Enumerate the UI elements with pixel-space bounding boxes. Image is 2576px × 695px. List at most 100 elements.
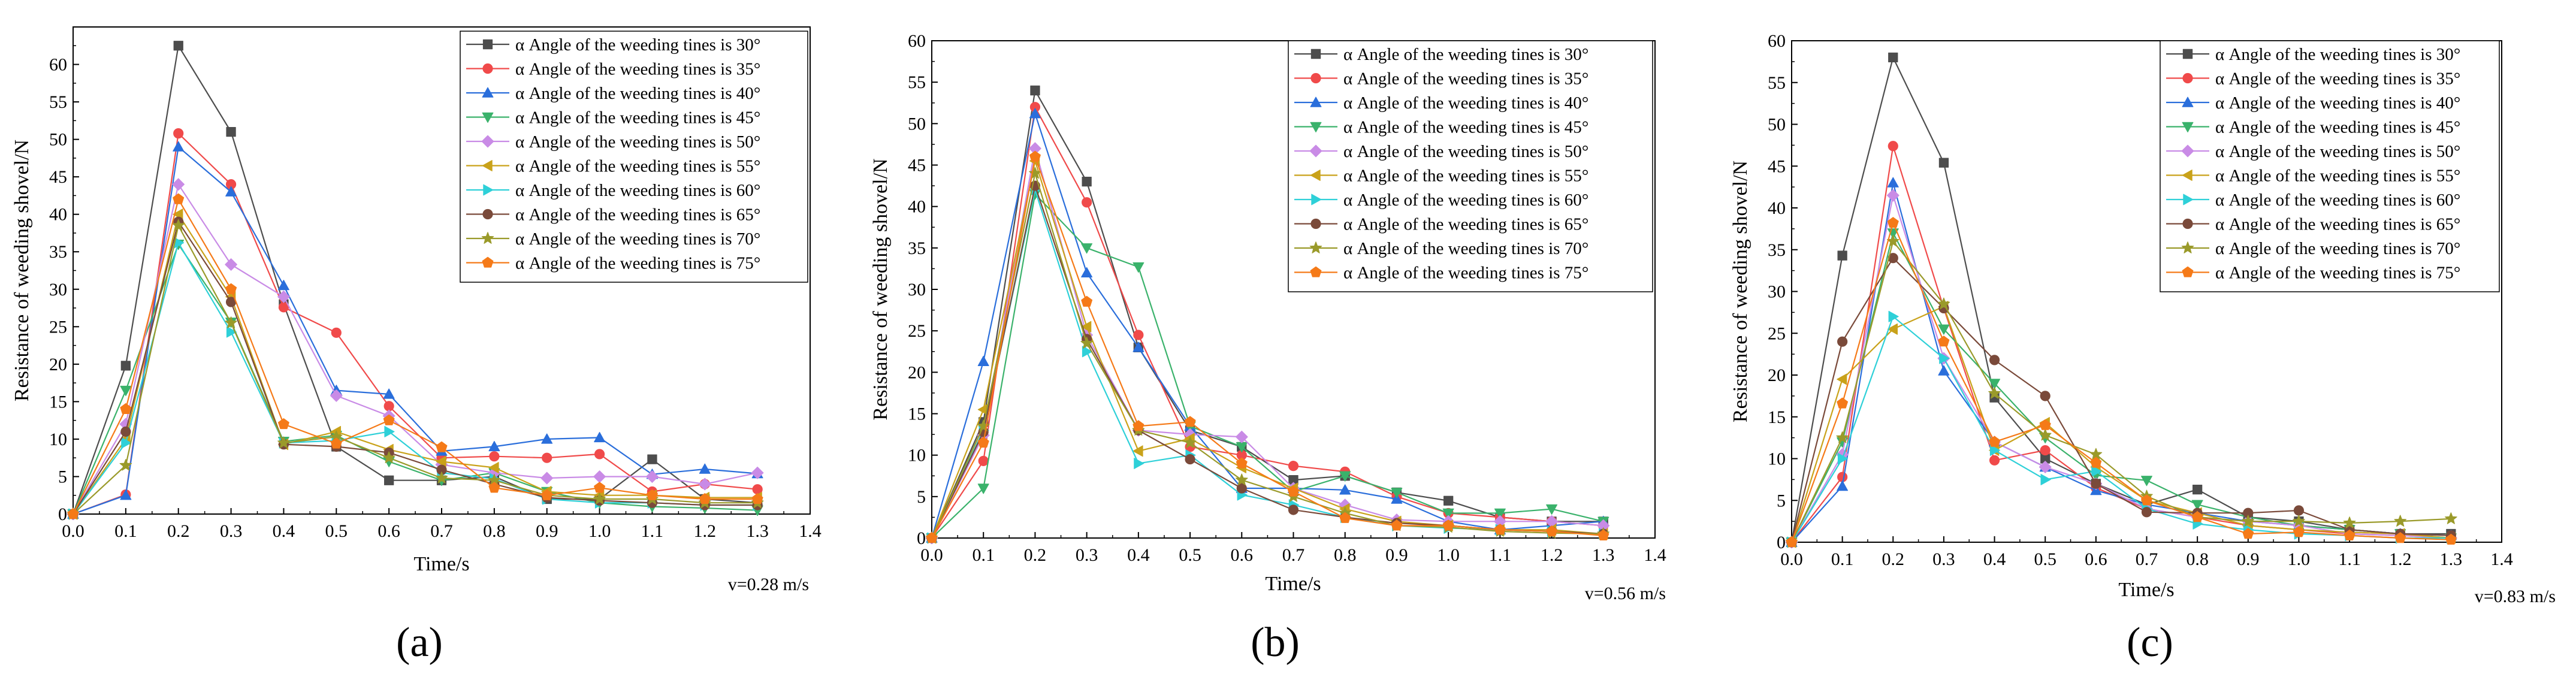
series-line (72, 45, 758, 515)
speed-note: v=0.56 m/s (1585, 584, 1666, 603)
data-point (1937, 297, 1950, 310)
data-point (1288, 461, 1299, 472)
data-point (1786, 536, 1798, 548)
x-tick-label: 0.2 (1882, 549, 1905, 569)
y-tick-label: 25 (1768, 324, 1786, 343)
data-point (1442, 519, 1454, 531)
data-point (1183, 436, 1197, 448)
data-point (2193, 485, 2203, 495)
x-tick-label: 0.2 (1024, 545, 1047, 565)
data-point (1494, 508, 1506, 519)
legend-marker (482, 112, 494, 123)
x-tick-label: 1.2 (2389, 549, 2412, 569)
data-point (2242, 515, 2255, 527)
data-point (2394, 515, 2407, 527)
data-point (1133, 330, 1144, 340)
data-point (2039, 428, 2052, 441)
legend-marker (1310, 122, 1322, 132)
x-tick-label: 0.6 (378, 521, 400, 541)
x-tick-label: 1.1 (641, 521, 664, 541)
data-point (1888, 141, 1898, 152)
x-tick-label: 0.7 (1282, 545, 1305, 565)
legend-marker (482, 208, 493, 220)
legend-entry: α Angle of the weeding tines is 60° (1343, 191, 1589, 210)
x-tick-label: 1.4 (799, 521, 822, 541)
data-point (1081, 267, 1093, 277)
x-tick-label: 1.4 (1644, 545, 1666, 565)
x-tick-label: 0.6 (1231, 545, 1254, 565)
data-point (1546, 504, 1558, 515)
data-point (1391, 488, 1403, 498)
x-tick-label: 0.2 (167, 521, 190, 541)
data-point (1938, 324, 1950, 335)
y-axis-label: Resistance of weeding shovel/N (1729, 161, 1751, 422)
data-point (1837, 336, 1848, 347)
data-point (1887, 217, 1899, 228)
x-tick-label: 0.7 (430, 521, 453, 541)
x-tick-label: 1.0 (1437, 545, 1460, 565)
y-tick-label: 20 (49, 355, 67, 374)
y-tick-label: 0 (917, 528, 926, 548)
data-point (173, 41, 183, 51)
x-tick-label: 0.5 (2034, 549, 2056, 569)
data-point (1133, 342, 1144, 352)
legend-entry: α Angle of the weeding tines is 65° (2215, 215, 2460, 234)
data-point (977, 484, 989, 494)
data-point (1236, 483, 1247, 494)
legend-marker (1310, 170, 1321, 181)
data-point (594, 449, 605, 460)
data-point (120, 403, 132, 414)
data-point (2091, 465, 2102, 477)
y-tick-label: 60 (1768, 31, 1786, 51)
legend-entry: α Angle of the weeding tines is 70° (515, 229, 760, 249)
series-7 (1787, 310, 2457, 548)
data-point (541, 489, 553, 500)
data-point (383, 388, 395, 399)
legend-marker (482, 39, 493, 50)
y-tick-label: 30 (49, 280, 67, 300)
series-line (73, 213, 758, 515)
data-point (173, 193, 185, 204)
y-tick-label: 55 (908, 72, 926, 92)
data-point (383, 401, 394, 412)
data-point (382, 451, 395, 464)
legend-box (2160, 40, 2500, 292)
series-line (931, 173, 1603, 539)
y-tick-label: 55 (1768, 73, 1786, 93)
data-point (593, 492, 606, 504)
x-tick-label: 0.3 (220, 521, 243, 541)
data-point (2090, 457, 2102, 468)
data-point (1236, 457, 1248, 469)
legend-marker (1310, 96, 1322, 107)
x-tick-label: 0.0 (1780, 549, 1803, 569)
data-point (384, 425, 395, 437)
series-line (1790, 222, 2451, 543)
data-point (1938, 336, 1950, 347)
series-line (1791, 240, 2451, 543)
legend-marker (481, 135, 494, 148)
x-tick-label: 1.1 (1489, 545, 1512, 565)
legend-marker (1310, 218, 1321, 229)
data-point (2293, 505, 2305, 516)
legend-marker (2182, 122, 2194, 132)
data-point (331, 327, 342, 338)
x-tick-label: 0.1 (972, 545, 995, 565)
y-tick-label: 35 (908, 238, 926, 258)
legend-entry: α Angle of the weeding tines is 55° (515, 157, 760, 176)
y-tick-label: 55 (49, 92, 67, 112)
chart-panel-1: 0.0 0.1 0.2 0.3 0.4 0.5 0.6 0.7 0.8 0.9 1.0 1.1 1.2 1… (11, 26, 822, 666)
x-axis-label: Time/s (413, 553, 469, 575)
panel-label: (c) (2127, 620, 2173, 666)
series-line (931, 106, 1603, 539)
data-point (978, 455, 989, 466)
legend-entry: α Angle of the weeding tines is 55° (1343, 167, 1589, 186)
data-point (2039, 461, 2052, 473)
data-point (1080, 337, 1093, 349)
y-axis-label: Resistance of weeding shovel/N (869, 158, 892, 420)
data-point (330, 389, 343, 402)
x-tick-label: 0.9 (1385, 545, 1408, 565)
legend-marker (2181, 144, 2194, 158)
y-tick-label: 10 (49, 430, 67, 449)
data-point (647, 454, 657, 464)
data-point (489, 451, 500, 462)
